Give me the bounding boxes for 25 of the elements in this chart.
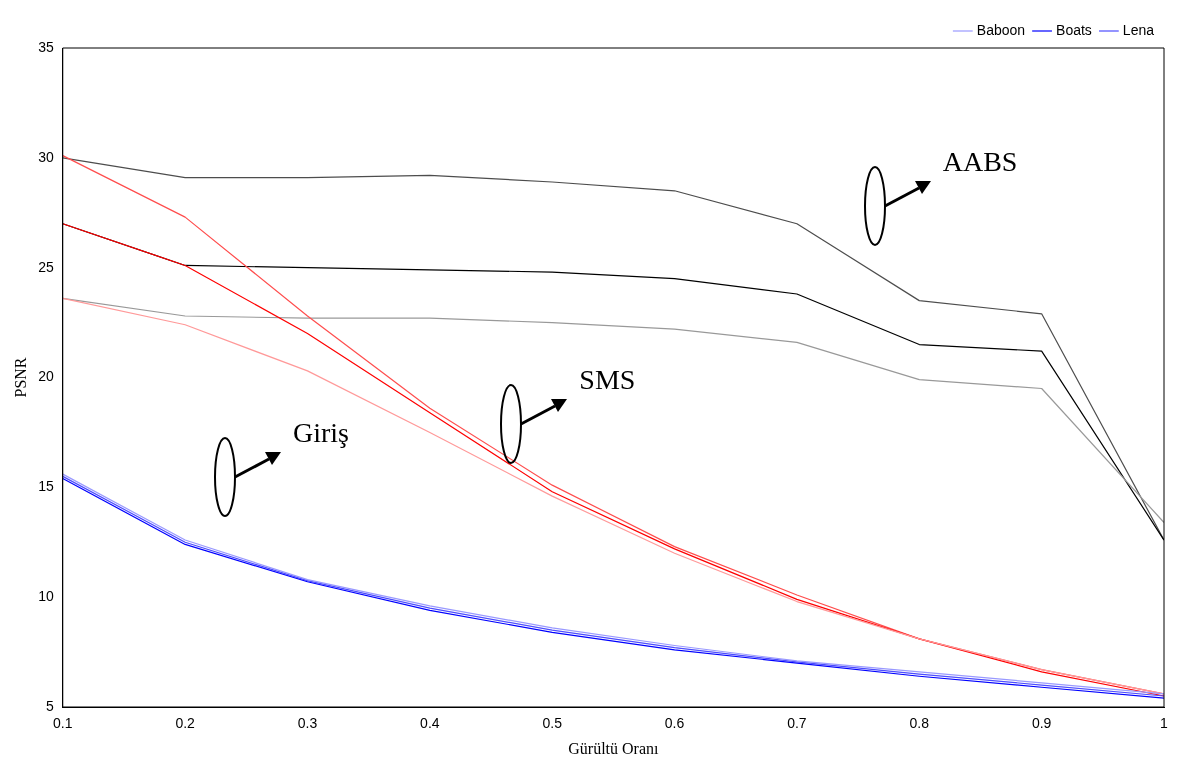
x-axis-title: Gürültü Oranı (568, 739, 660, 757)
legend-label: Lena (1122, 21, 1155, 38)
x-tick-label: 0.2 (175, 715, 196, 732)
x-tick-label: 0.7 (787, 715, 807, 732)
y-tick-label: 35 (38, 38, 54, 55)
y-tick-label: 30 (38, 148, 54, 165)
legend-label: Boats (1056, 21, 1092, 38)
x-tick-label: 0.8 (909, 715, 930, 732)
y-tick-label: 25 (38, 258, 54, 275)
legend-label: Baboon (976, 21, 1026, 38)
x-tick-label: 0.6 (664, 715, 685, 732)
annotation: AABS (942, 146, 1018, 179)
annotation: SMS (579, 363, 636, 396)
x-tick-label: 0.9 (1031, 715, 1052, 732)
y-tick-label: 5 (45, 697, 54, 714)
y-axis-title: PSNR (11, 357, 29, 398)
y-tick-label: 20 (38, 368, 54, 385)
x-tick-label: 0.3 (297, 715, 318, 732)
y-tick-label: 10 (38, 588, 54, 605)
x-tick-label: 0.1 (53, 715, 73, 732)
x-tick-label: 0.5 (542, 715, 563, 732)
x-tick-label: 0.4 (420, 715, 440, 732)
x-tick-label: 1 (1160, 715, 1169, 732)
annotation: Giriş (293, 416, 350, 449)
y-tick-label: 15 (38, 478, 54, 495)
